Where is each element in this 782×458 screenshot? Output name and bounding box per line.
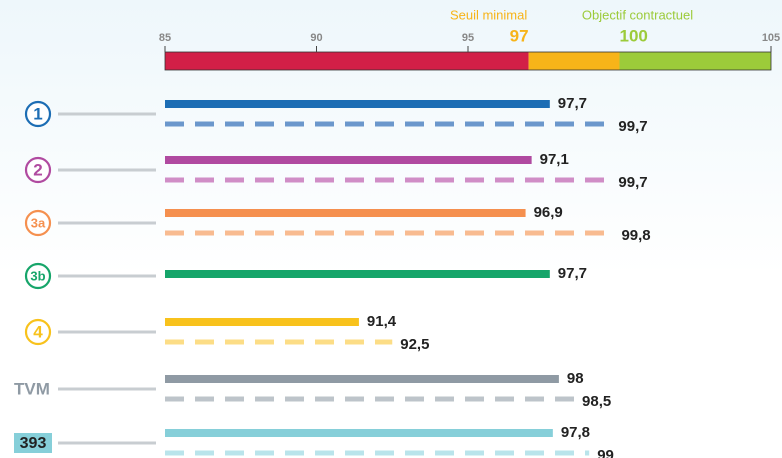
row-icon [14,433,52,453]
value-label: 97,7 [558,95,587,112]
value-label: 98 [567,370,584,387]
row-icon [24,100,52,128]
scale-segment [619,52,771,70]
row-label: TVM [14,379,50,398]
row-label: 1 [33,104,42,123]
row-label: 4 [33,322,43,341]
bar [165,270,550,278]
scale-segment [528,52,620,70]
row-icon [24,318,52,346]
row-label: 2 [33,160,42,179]
bar [165,100,550,108]
x-tick-label: 85 [159,32,171,44]
value-label: 96,9 [534,204,563,221]
x-tick-label: 90 [310,32,322,44]
x-tick-label: 105 [762,32,780,44]
row-label: 3b [30,268,45,283]
row-icon [24,156,52,184]
threshold-value: 100 [620,26,648,45]
value-label: 97,8 [561,424,590,441]
row-icon [24,262,52,290]
threshold-value: 97 [510,26,529,45]
value-label: 99,8 [621,227,650,244]
bar [165,209,526,217]
value-label: 99,7 [618,174,647,191]
bar [165,156,532,164]
threshold-label: Objectif contractuel [582,7,693,22]
value-label: 91,4 [367,313,397,330]
threshold-label: Seuil minimal [450,7,527,22]
scale-below [165,52,529,70]
row-icon [24,209,52,237]
bar [165,375,559,383]
value-label: 99,7 [618,118,647,135]
x-tick-label: 95 [462,32,474,44]
value-label: 97,1 [540,151,569,168]
row-label: 3a [31,215,46,230]
value-label: 92,5 [400,336,429,353]
value-label: 99 [597,447,614,458]
value-label: 97,7 [558,265,587,282]
value-label: 98,5 [582,393,611,410]
row-label: 393 [20,435,47,452]
bar [165,318,359,326]
bar [165,429,553,437]
